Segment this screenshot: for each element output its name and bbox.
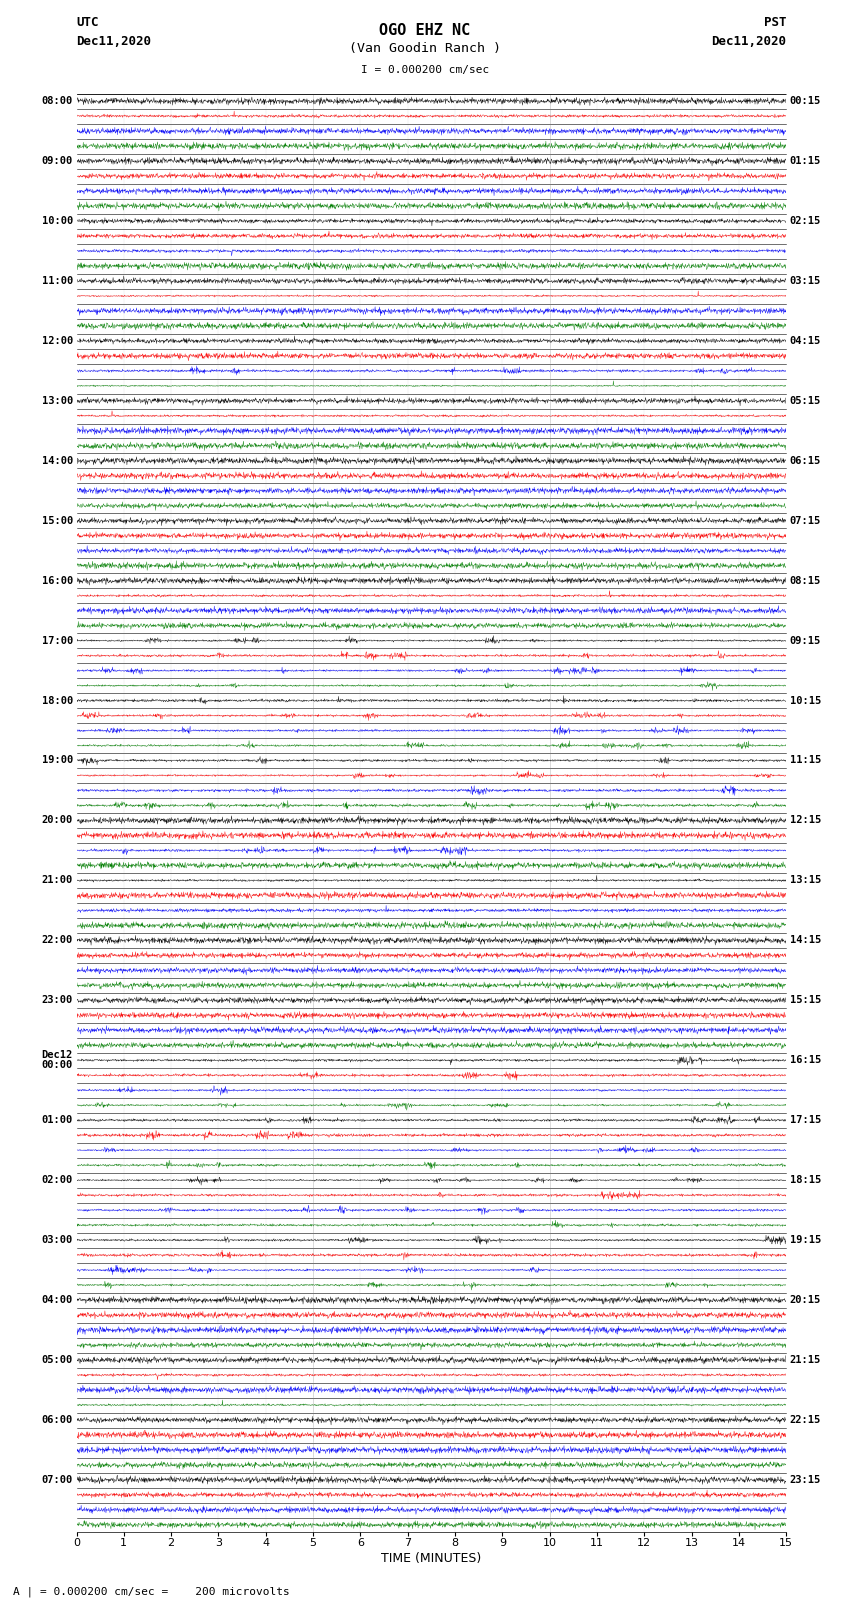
Text: 17:15: 17:15 [790, 1115, 821, 1126]
Text: 10:15: 10:15 [790, 695, 821, 705]
Text: 16:15: 16:15 [790, 1055, 821, 1065]
Text: 17:00: 17:00 [42, 636, 73, 645]
Text: (Van Goodin Ranch ): (Van Goodin Ranch ) [349, 42, 501, 55]
Text: UTC: UTC [76, 16, 99, 29]
Text: 15:00: 15:00 [42, 516, 73, 526]
Text: 10:00: 10:00 [42, 216, 73, 226]
Text: 05:00: 05:00 [42, 1355, 73, 1365]
Text: 04:00: 04:00 [42, 1295, 73, 1305]
Text: 01:15: 01:15 [790, 156, 821, 166]
Text: 00:15: 00:15 [790, 97, 821, 106]
Text: OGO EHZ NC: OGO EHZ NC [379, 23, 471, 37]
Text: Dec11,2020: Dec11,2020 [711, 35, 786, 48]
Text: Dec11,2020: Dec11,2020 [76, 35, 151, 48]
Text: Dec12
00:00: Dec12 00:00 [42, 1050, 73, 1071]
Text: 22:15: 22:15 [790, 1415, 821, 1424]
X-axis label: TIME (MINUTES): TIME (MINUTES) [382, 1552, 481, 1565]
Text: 03:15: 03:15 [790, 276, 821, 286]
Text: A | = 0.000200 cm/sec =    200 microvolts: A | = 0.000200 cm/sec = 200 microvolts [13, 1586, 290, 1597]
Text: 06:00: 06:00 [42, 1415, 73, 1424]
Text: 09:00: 09:00 [42, 156, 73, 166]
Text: I = 0.000200 cm/sec: I = 0.000200 cm/sec [361, 65, 489, 74]
Text: 21:00: 21:00 [42, 876, 73, 886]
Text: 04:15: 04:15 [790, 336, 821, 345]
Text: 12:15: 12:15 [790, 816, 821, 826]
Text: 19:15: 19:15 [790, 1236, 821, 1245]
Text: 23:00: 23:00 [42, 995, 73, 1005]
Text: 02:00: 02:00 [42, 1176, 73, 1186]
Text: 08:15: 08:15 [790, 576, 821, 586]
Text: 20:15: 20:15 [790, 1295, 821, 1305]
Text: 06:15: 06:15 [790, 456, 821, 466]
Text: 13:15: 13:15 [790, 876, 821, 886]
Text: 13:00: 13:00 [42, 395, 73, 406]
Text: 20:00: 20:00 [42, 816, 73, 826]
Text: 05:15: 05:15 [790, 395, 821, 406]
Text: 12:00: 12:00 [42, 336, 73, 345]
Text: 19:00: 19:00 [42, 755, 73, 766]
Text: 18:15: 18:15 [790, 1176, 821, 1186]
Text: 11:15: 11:15 [790, 755, 821, 766]
Text: 07:00: 07:00 [42, 1474, 73, 1486]
Text: PST: PST [764, 16, 786, 29]
Text: 07:15: 07:15 [790, 516, 821, 526]
Text: 18:00: 18:00 [42, 695, 73, 705]
Text: 08:00: 08:00 [42, 97, 73, 106]
Text: 23:15: 23:15 [790, 1474, 821, 1486]
Text: 14:00: 14:00 [42, 456, 73, 466]
Text: 14:15: 14:15 [790, 936, 821, 945]
Text: 21:15: 21:15 [790, 1355, 821, 1365]
Text: 16:00: 16:00 [42, 576, 73, 586]
Text: 11:00: 11:00 [42, 276, 73, 286]
Text: 02:15: 02:15 [790, 216, 821, 226]
Text: 22:00: 22:00 [42, 936, 73, 945]
Text: 15:15: 15:15 [790, 995, 821, 1005]
Text: 09:15: 09:15 [790, 636, 821, 645]
Text: 03:00: 03:00 [42, 1236, 73, 1245]
Text: 01:00: 01:00 [42, 1115, 73, 1126]
